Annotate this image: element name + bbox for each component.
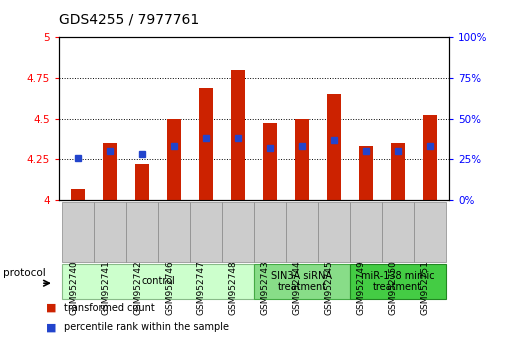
Text: control: control <box>141 276 175 286</box>
Bar <box>167 119 181 200</box>
Text: protocol: protocol <box>3 268 45 278</box>
Bar <box>359 146 373 200</box>
Text: GSM952751: GSM952751 <box>421 260 430 315</box>
Text: GSM952745: GSM952745 <box>325 260 334 315</box>
Text: GSM952744: GSM952744 <box>293 260 302 315</box>
Bar <box>327 94 341 200</box>
Text: GSM952749: GSM952749 <box>357 260 366 315</box>
Text: GSM952742: GSM952742 <box>133 260 142 315</box>
Text: GSM952747: GSM952747 <box>197 260 206 315</box>
Text: miR-138 mimic
treatment: miR-138 mimic treatment <box>361 270 435 292</box>
Bar <box>423 115 437 200</box>
Bar <box>294 119 309 200</box>
Text: SIN3A siRNA
treatment: SIN3A siRNA treatment <box>271 270 332 292</box>
Text: ■: ■ <box>46 303 56 313</box>
Text: percentile rank within the sample: percentile rank within the sample <box>64 322 229 332</box>
Bar <box>390 143 405 200</box>
Text: GSM952743: GSM952743 <box>261 260 270 315</box>
Bar <box>103 143 117 200</box>
Text: GSM952750: GSM952750 <box>389 260 398 315</box>
Bar <box>263 124 277 200</box>
Text: GSM952748: GSM952748 <box>229 260 238 315</box>
Text: ■: ■ <box>46 322 56 332</box>
Text: GSM952740: GSM952740 <box>69 260 78 315</box>
Bar <box>231 70 245 200</box>
Bar <box>199 88 213 200</box>
Text: transformed count: transformed count <box>64 303 155 313</box>
Bar <box>135 164 149 200</box>
Text: GDS4255 / 7977761: GDS4255 / 7977761 <box>59 12 199 27</box>
Text: GSM952741: GSM952741 <box>101 260 110 315</box>
Text: GSM952746: GSM952746 <box>165 260 174 315</box>
Bar <box>71 189 85 200</box>
